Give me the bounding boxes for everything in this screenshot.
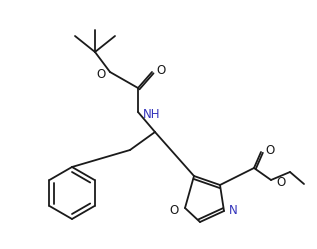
Text: NH: NH [143, 108, 160, 121]
Text: O: O [97, 67, 106, 80]
Text: O: O [276, 176, 285, 188]
Text: O: O [156, 63, 165, 76]
Text: N: N [229, 203, 238, 216]
Text: O: O [265, 143, 274, 157]
Text: O: O [170, 204, 179, 217]
